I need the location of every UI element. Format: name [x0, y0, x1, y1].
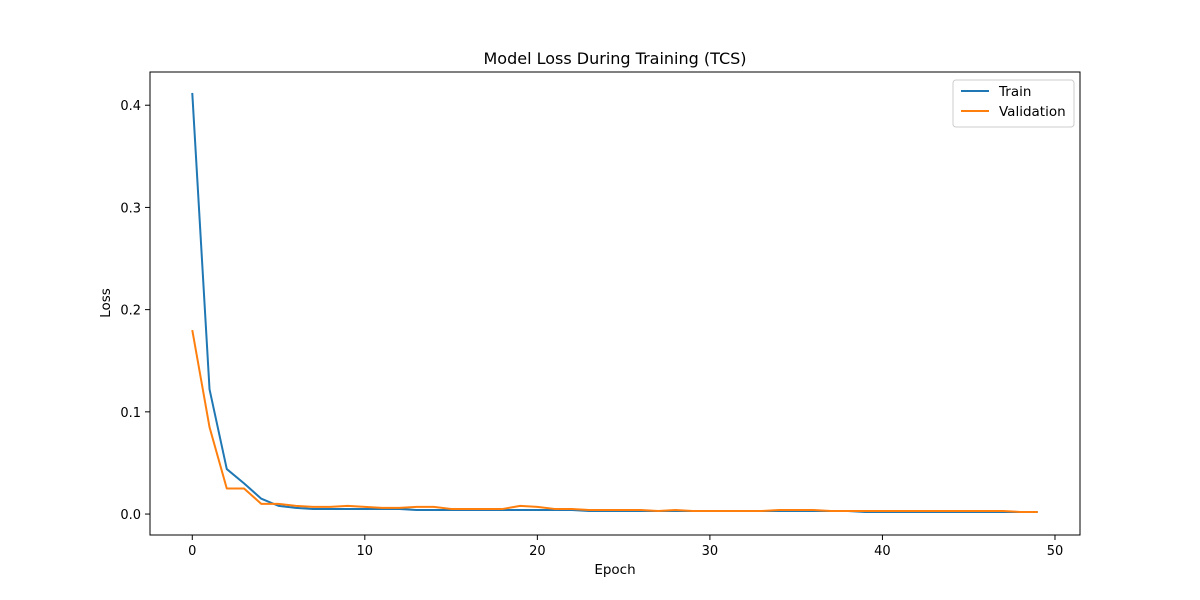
y-axis-label: Loss — [98, 288, 114, 318]
x-axis-ticks: 0 10 20 30 40 50 — [188, 535, 1063, 559]
x-tick-label: 50 — [1047, 544, 1064, 559]
train-loss-line — [191, 92, 1038, 513]
validation-loss-line — [191, 329, 1038, 513]
legend: Train Validation — [952, 79, 1075, 128]
y-tick-label: 0.2 — [120, 304, 141, 319]
x-axis-label: Epoch — [594, 562, 635, 578]
y-tick-label: 0.3 — [120, 201, 141, 216]
x-tick-label: 20 — [529, 544, 546, 559]
legend-validation-label: Validation — [999, 104, 1066, 120]
y-axis-ticks: 0.0 0.1 0.2 0.3 0.4 — [120, 99, 150, 523]
x-tick-label: 0 — [188, 544, 196, 559]
x-tick-label: 10 — [357, 544, 374, 559]
legend-train-label: Train — [998, 84, 1031, 100]
y-tick-label: 0.1 — [120, 406, 141, 421]
series-lines — [191, 92, 1038, 513]
chart-title: Model Loss During Training (TCS) — [483, 49, 746, 68]
y-tick-label: 0.4 — [120, 99, 141, 114]
x-tick-label: 40 — [874, 544, 891, 559]
plot-area-frame — [149, 71, 1081, 536]
x-tick-label: 30 — [702, 544, 719, 559]
y-tick-label: 0.0 — [120, 508, 141, 523]
